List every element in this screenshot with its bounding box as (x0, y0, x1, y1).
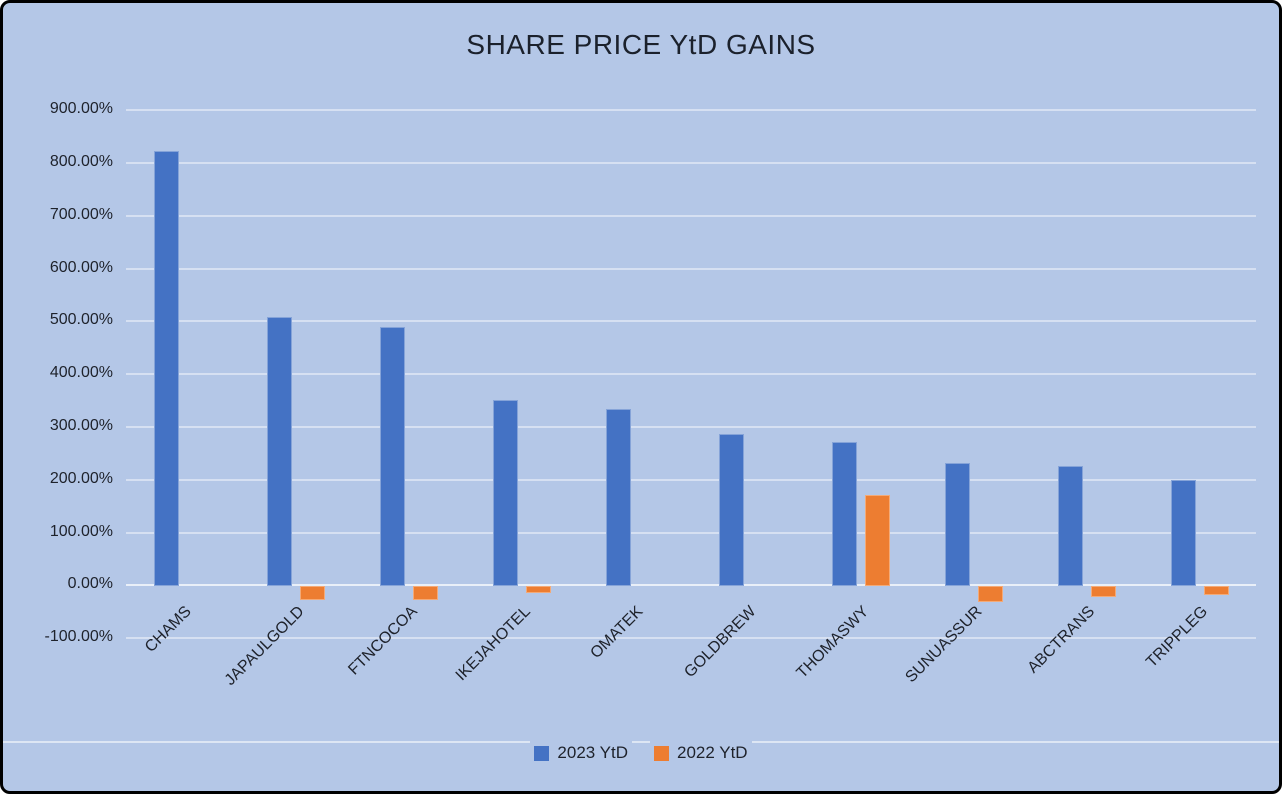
y-tick-label-900: 900.00% (49, 100, 113, 118)
legend-label-2022-ytd: 2022 YtD (677, 743, 748, 762)
y-tick-label--100: -100.00% (44, 628, 114, 646)
bar-2023-ytd-trippleg (1170, 479, 1196, 587)
bar-2022-ytd-ikejahotel (525, 586, 551, 593)
gridline-200 (126, 478, 1256, 481)
sheet-gridline (3, 741, 1279, 743)
y-tick-label-700: 700.00% (49, 205, 113, 223)
bar-2022-ytd-abctrans (1090, 586, 1116, 598)
bar-2022-ytd-thomaswy (864, 495, 890, 587)
plot-area: 900.00% 800.00% 700.00% 600.00% 500.00% 400.0… (3, 3, 1279, 791)
gridline-700 (126, 214, 1256, 217)
x-category-label-japaulgold: JAPAULGOLD (221, 603, 308, 690)
bar-2023-ytd-omatek (605, 409, 631, 587)
legend-label-2023-ytd: 2023 YtD (557, 743, 628, 762)
gridline-600 (126, 267, 1256, 270)
bar-2023-ytd-abctrans (1057, 466, 1083, 587)
legend-item-2023-ytd: 2023 YtD (530, 741, 632, 765)
bar-2022-ytd-trippleg (1203, 586, 1229, 595)
x-category-label-chams: CHAMS (141, 603, 195, 656)
x-category-label-sunuassur: SUNUASSUR (902, 603, 986, 687)
x-category-label-omatek: OMATEK (587, 603, 647, 662)
bar-2023-ytd-goldbrew (718, 433, 744, 587)
x-category-label-ftncocoa: FTNCOCOA (345, 603, 421, 679)
bar-2023-ytd-thomaswy (831, 441, 857, 587)
bar-2022-ytd-japaulgold (299, 586, 325, 601)
gridline-400 (126, 373, 1256, 376)
gridline-100 (126, 531, 1256, 534)
y-tick-label-0: 0.00% (67, 575, 113, 593)
x-axis-line (126, 584, 1256, 587)
x-category-label-thomaswy: THOMASWY (793, 603, 873, 682)
bar-2023-ytd-sunuassur (944, 462, 970, 587)
gridline-300 (126, 426, 1256, 428)
x-category-label-goldbrew: GOLDBREW (681, 603, 760, 682)
bar-2023-ytd-chams (153, 150, 179, 587)
chart-title: SHARE PRICE YtD GAINS (466, 29, 816, 60)
bar-2023-ytd-ftncocoa (379, 327, 405, 587)
y-tick-label-600: 600.00% (49, 258, 113, 276)
y-tick-label-800: 800.00% (49, 153, 113, 170)
bar-2023-ytd-japaulgold (266, 317, 292, 587)
gridline-500 (126, 320, 1256, 323)
bar-2022-ytd-sunuassur (977, 586, 1003, 603)
legend: 2023 YtD 2022 YtD (3, 741, 1279, 765)
gridline-800 (126, 162, 1256, 164)
bar-2022-ytd-ftncocoa (412, 586, 438, 601)
legend-swatch-2022-ytd (654, 745, 669, 761)
legend-item-2022-ytd: 2022 YtD (650, 741, 752, 765)
legend-swatch-2023-ytd (534, 745, 550, 761)
bar-2023-ytd-ikejahotel (492, 400, 518, 587)
x-category-label-abctrans: ABCTRANS (1024, 603, 1099, 677)
y-tick-label-100: 100.00% (49, 522, 113, 540)
gridline-900 (126, 109, 1256, 112)
y-tick-label-500: 500.00% (49, 311, 113, 329)
gridline--100 (126, 637, 1256, 640)
x-category-label-ikejahotel: IKEJAHOTEL (452, 603, 534, 685)
y-tick-label-300: 300.00% (49, 417, 113, 434)
y-tick-label-400: 400.00% (49, 364, 113, 382)
y-tick-label-200: 200.00% (49, 469, 113, 487)
